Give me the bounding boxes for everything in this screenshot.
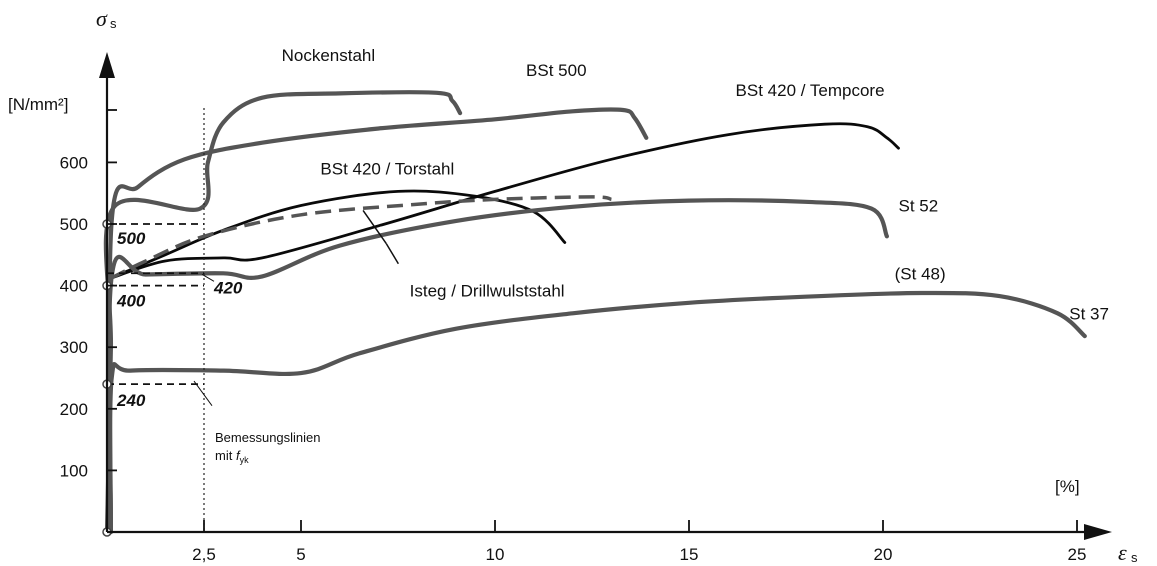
series-label-bst-420-torstahl: BSt 420 / Torstahl: [320, 160, 454, 179]
design-label-400: 400: [116, 292, 146, 311]
series-label-st-52: St 52: [899, 197, 939, 216]
annotation-line-1: Bemessungslinien: [215, 430, 321, 445]
curve-st-52: [106, 198, 889, 535]
annotation-prefix: mit: [215, 448, 236, 463]
design-label-420: 420: [213, 278, 243, 297]
curve-bst-500: [107, 107, 649, 535]
x-tick-label-15: 15: [680, 545, 699, 564]
y-tick-label-300: 300: [60, 338, 88, 357]
y-tick-label-600: 600: [60, 153, 88, 172]
x-tick-label-25: 25: [1068, 545, 1087, 564]
design-label-240: 240: [116, 391, 146, 410]
curves-layer: [103, 90, 1087, 535]
x-axis-arrow: [1084, 524, 1112, 540]
y-tick-label-200: 200: [60, 400, 88, 419]
y-axis-arrow: [99, 52, 115, 78]
x-tick-label-5: 5: [296, 545, 305, 564]
x-tick-label-2-5: 2,5: [192, 545, 216, 564]
x-axis-subscript: s: [1131, 550, 1138, 565]
series-label-bst-500: BSt 500: [526, 61, 587, 80]
annotation-subscript: yk: [240, 455, 250, 465]
axes-layer: [99, 52, 1112, 540]
y-tick-label-500: 500: [60, 215, 88, 234]
annotation-line-2: mit fyk: [215, 448, 249, 465]
isteg-leader-line: [362, 210, 387, 245]
y-axis-subscript: s: [110, 16, 117, 31]
annotation-symbol: f: [236, 448, 241, 463]
curve-nockenstahl: [103, 90, 463, 535]
y-axis-symbol: σ: [96, 6, 108, 31]
x-tick-label-10: 10: [486, 545, 505, 564]
curve-isteg-drillwulststahl: [110, 195, 612, 280]
labels-layer: 500 420 400 240 100 200 300 400 500 600 2,5 5 10 15 20…: [8, 6, 1138, 565]
x-axis-unit: [%]: [1055, 477, 1080, 496]
design-label-420-leader: [201, 273, 215, 282]
series-label-nockenstahl: Nockenstahl: [282, 46, 376, 65]
x-axis-symbol: ε: [1118, 540, 1127, 565]
x-tick-label-20: 20: [874, 545, 893, 564]
annotation-leader: [193, 380, 213, 407]
design-label-500: 500: [117, 229, 146, 248]
series-label-st-48: (St 48): [895, 264, 946, 283]
y-tick-label-100: 100: [60, 461, 88, 480]
series-label-st-37: St 37: [1069, 304, 1109, 323]
isteg-leader-line-2: [385, 243, 400, 265]
series-label-isteg-drillwulststahl: Isteg / Drillwulststahl: [410, 282, 565, 301]
curve-st-37: [107, 290, 1087, 535]
curve-bst-420-tempcore: [109, 122, 900, 280]
series-label-bst-420-tempcore: BSt 420 / Tempcore: [736, 81, 885, 100]
y-tick-label-400: 400: [60, 277, 88, 296]
y-axis-unit: [N/mm²]: [8, 95, 68, 114]
curve-bst-420-torstahl: [109, 189, 567, 280]
